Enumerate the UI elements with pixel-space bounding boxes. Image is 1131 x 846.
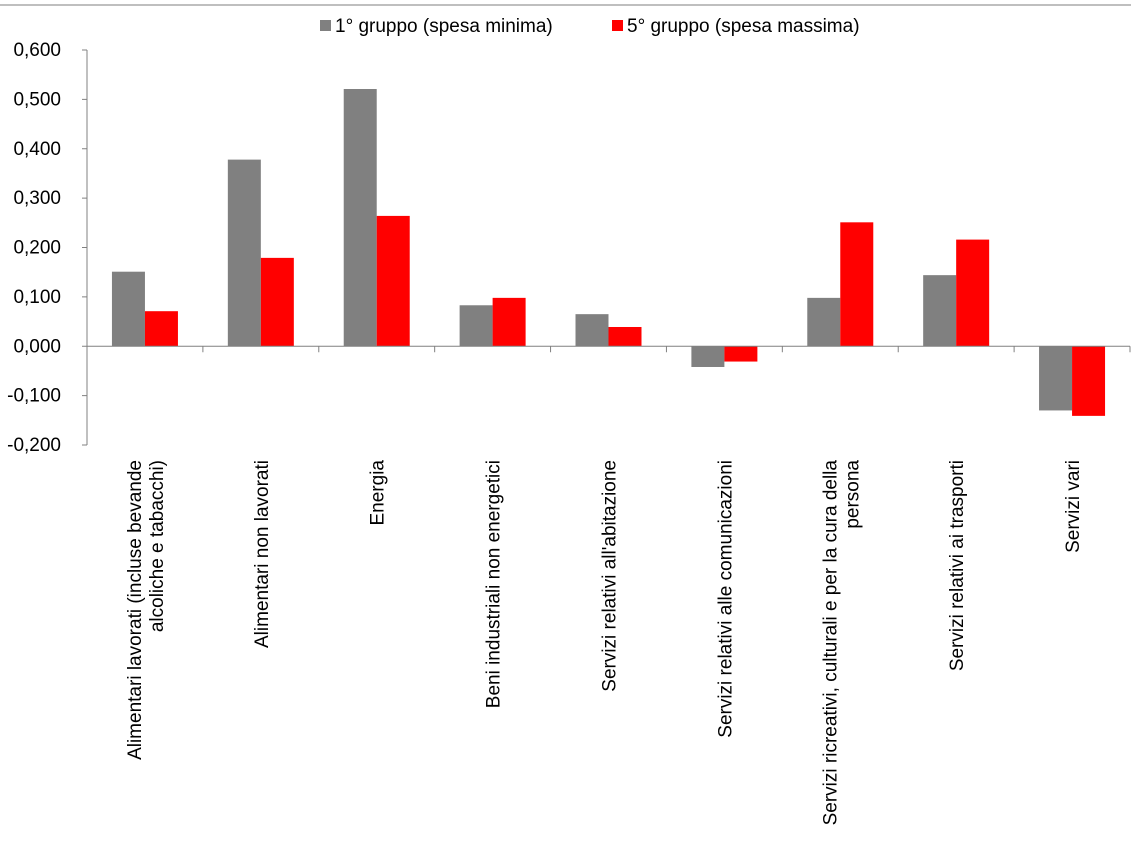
x-axis: Alimentari lavorati (incluse bevande alco… bbox=[86, 345, 1131, 826]
x-category-label: Servizi relativi ai trasporti bbox=[947, 460, 968, 671]
x-category-label: Beni industriali non energetici bbox=[484, 460, 505, 708]
bar-series-1 bbox=[1039, 346, 1073, 411]
y-tick-label: 0,000 bbox=[13, 336, 61, 357]
x-category-label: Energia bbox=[368, 460, 389, 526]
y-tick-label: 0,400 bbox=[13, 139, 61, 160]
bar-series-2 bbox=[840, 222, 874, 347]
y-tick-label: 0,500 bbox=[13, 89, 61, 110]
bar-series-2 bbox=[492, 297, 526, 347]
bar-series-1 bbox=[575, 314, 609, 347]
x-category-label: Servizi relativi all'abitazione bbox=[600, 460, 621, 692]
y-axis: 0,600 0,500 0,400 0,300 0,200 0,100 0,000 -0,10… bbox=[7, 40, 88, 456]
bar-series-1 bbox=[343, 89, 377, 347]
x-category-label: Alimentari non lavorati bbox=[252, 460, 273, 648]
legend-swatch bbox=[320, 20, 331, 31]
bar-series-1 bbox=[691, 346, 725, 367]
y-tick-label: -0,100 bbox=[7, 386, 61, 407]
y-tick-label: 0,300 bbox=[13, 188, 61, 209]
x-category-label: Servizi relativi alle comunicazioni bbox=[715, 460, 736, 738]
bar-series-2 bbox=[956, 239, 990, 347]
bar-series-2 bbox=[260, 257, 294, 347]
bar-series-1 bbox=[111, 271, 145, 347]
legend-label: 1° gruppo (spesa minima) bbox=[335, 16, 553, 37]
x-category-label: Servizi vari bbox=[1063, 460, 1084, 553]
legend-label: 5° gruppo (spesa massima) bbox=[627, 16, 860, 37]
y-tick-label: 0,100 bbox=[13, 287, 61, 308]
bar-series-1 bbox=[227, 159, 261, 347]
bar-series-2 bbox=[376, 215, 410, 347]
bar-series-1 bbox=[459, 305, 493, 347]
x-category-label: Servizi ricreativi, culturali e per la c… bbox=[820, 460, 841, 826]
bar-series-2 bbox=[608, 326, 642, 347]
x-category-label: alcoliche e tabacchi) bbox=[147, 460, 168, 632]
bar-series-2 bbox=[144, 311, 178, 347]
legend: 1° gruppo (spesa minima) 5° gruppo (spesa… bbox=[320, 16, 860, 37]
y-tick-label: 0,200 bbox=[13, 238, 61, 259]
bar-series-2 bbox=[1072, 346, 1106, 416]
y-tick-label: 0,600 bbox=[13, 40, 61, 61]
bar-series-2 bbox=[724, 346, 758, 362]
y-tick-label: -0,200 bbox=[7, 435, 61, 456]
x-category-label: persona bbox=[842, 460, 863, 529]
bar-series-1 bbox=[807, 297, 841, 347]
x-category-label: Alimentari lavorati (incluse bevande bbox=[125, 460, 146, 760]
bar-series-1 bbox=[923, 275, 957, 347]
legend-swatch bbox=[612, 20, 623, 31]
bars bbox=[111, 89, 1106, 416]
